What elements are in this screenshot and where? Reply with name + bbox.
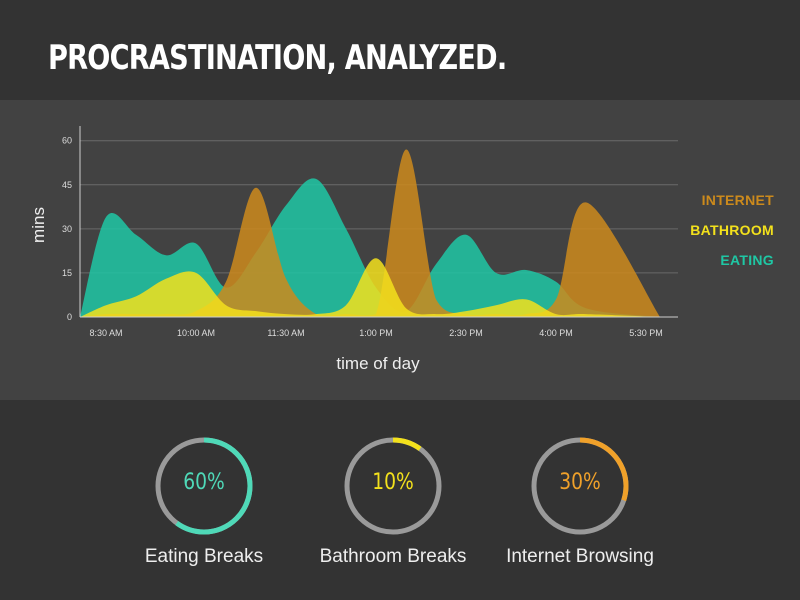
bathroom-label: Bathroom Breaks [319, 546, 467, 567]
eating-progress-ring [155, 437, 253, 535]
x-tick-label: 2:30 PM [449, 328, 483, 338]
legend-eating: EATING [720, 252, 774, 268]
series-areas [80, 149, 660, 317]
legend-internet: INTERNET [702, 192, 775, 208]
y-tick-label: 30 [62, 224, 72, 234]
stat-eating-breaks: 60% Eating Breaks [104, 436, 304, 576]
ring-progress-arc [155, 437, 253, 535]
internet-progress-ring [531, 437, 629, 535]
series-area-bathroom [80, 258, 660, 317]
ring-progress-arc [531, 437, 629, 535]
legend-bathroom: BATHROOM [690, 222, 774, 238]
eating-percent: 60% [183, 470, 225, 495]
series-area-eating [80, 178, 660, 317]
bathroom-progress-ring [344, 437, 442, 535]
x-tick-label: 10:00 AM [177, 328, 215, 338]
y-tick-label: 15 [62, 268, 72, 278]
series-area-internet [80, 149, 660, 317]
x-tick-label: 8:30 AM [89, 328, 122, 338]
chart-panel: 0 15 30 45 60 8:30 AM 10:00 AM 11:30 AM 1:00 PM… [0, 100, 800, 400]
axes [79, 126, 678, 318]
y-tick-labels: 0 15 30 45 60 [62, 136, 72, 322]
x-axis-title: time of day [336, 354, 420, 373]
stat-internet-browsing: 30% Internet Browsing [480, 436, 680, 576]
stats-panel: 60% Eating Breaks 10% Bathroom Breaks 30… [0, 400, 800, 600]
y-axis-title: mins [29, 207, 48, 243]
area-chart: 0 15 30 45 60 8:30 AM 10:00 AM 11:30 AM 1:00 PM… [29, 126, 774, 373]
header-bar: PROCRASTINATION, ANALYZED. [0, 0, 800, 100]
bathroom-percent: 10% [372, 470, 414, 495]
y-tick-label: 0 [67, 312, 72, 322]
legend: INTERNET BATHROOM EATING [690, 192, 774, 268]
x-tick-label: 1:00 PM [359, 328, 393, 338]
internet-percent: 30% [559, 470, 601, 495]
y-tick-label: 45 [62, 180, 72, 190]
x-tick-label: 4:00 PM [539, 328, 573, 338]
x-tick-label: 5:30 PM [629, 328, 663, 338]
stat-bathroom-breaks: 10% Bathroom Breaks [293, 436, 493, 576]
page-title: PROCRASTINATION, ANALYZED. [48, 38, 507, 78]
ring-progress-arc [344, 437, 442, 535]
y-tick-label: 60 [62, 136, 72, 146]
x-tick-labels: 8:30 AM 10:00 AM 11:30 AM 1:00 PM 2:30 PM 4:0… [89, 328, 662, 338]
eating-label: Eating Breaks [144, 546, 264, 567]
internet-label: Internet Browsing [506, 546, 654, 567]
x-tick-label: 11:30 AM [267, 328, 304, 338]
